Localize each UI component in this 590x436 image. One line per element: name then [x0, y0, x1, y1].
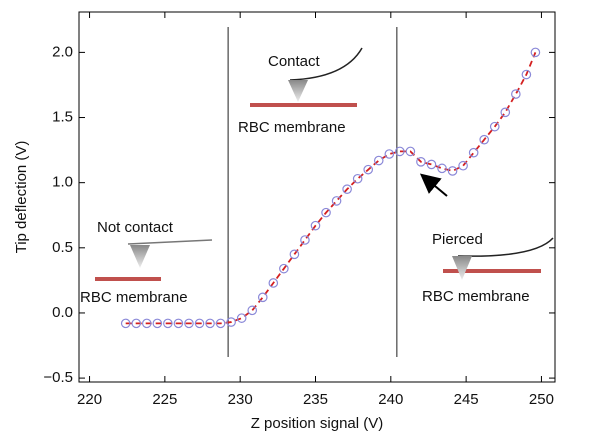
data-point: [247, 305, 258, 316]
data-point: [331, 196, 342, 206]
data-point: [405, 146, 416, 157]
data-point: [479, 134, 490, 145]
data-point: [268, 278, 279, 288]
annotation: Pierced: [432, 231, 483, 248]
data-point: [521, 69, 532, 80]
cartoon-not-contact: [95, 239, 213, 281]
x-tick-label: 235: [303, 391, 328, 408]
y-tick-label: 0.0: [52, 304, 73, 321]
data-point: [511, 89, 521, 99]
cartoon-contact: [250, 47, 363, 107]
x-axis-label: Z position signal (V): [251, 415, 384, 432]
data-point: [173, 318, 184, 329]
data-point: [205, 318, 215, 329]
annotation: Contact: [268, 53, 321, 70]
y-tick-label: 2.0: [52, 43, 73, 60]
annotation: RBC membrane: [422, 288, 530, 305]
data-point: [131, 318, 142, 329]
cartoon-pierced: [443, 237, 554, 280]
data-point: [489, 121, 500, 132]
x-tick-label: 245: [454, 391, 479, 408]
data-point: [120, 318, 131, 329]
data-point: [194, 318, 205, 329]
data-point: [458, 160, 468, 171]
data-point: [373, 155, 384, 166]
y-tick-label: 0.5: [52, 239, 73, 256]
data-point: [163, 318, 173, 329]
arrow: [419, 173, 448, 197]
data-point: [447, 166, 458, 176]
data-point: [352, 173, 363, 184]
data-point: [279, 263, 289, 274]
annotation: Not contact: [97, 219, 174, 236]
data-point: [184, 318, 194, 329]
x-tick-label: 225: [152, 391, 177, 408]
annotation: RBC membrane: [238, 119, 346, 136]
x-tick-label: 230: [228, 391, 253, 408]
data-point: [384, 149, 395, 159]
data-point: [215, 318, 226, 329]
data-point: [236, 313, 247, 323]
y-tick-label: 1.5: [52, 108, 73, 125]
data-point: [226, 317, 236, 327]
data-point: [416, 157, 426, 167]
data-point: [500, 107, 511, 118]
data-point: [152, 318, 163, 329]
plot-frame: [78, 11, 556, 383]
y-tick-label: 1.0: [52, 174, 73, 191]
data-point: [310, 220, 321, 231]
y-axis-label: Tip deflection (V): [13, 141, 30, 254]
data-point: [530, 47, 541, 58]
data-point: [300, 235, 310, 245]
annotation: RBC membrane: [80, 289, 188, 306]
data-point: [437, 163, 447, 174]
x-tick-label: 240: [378, 391, 403, 408]
data-point: [141, 318, 152, 329]
data-point: [468, 147, 479, 158]
data-point: [363, 164, 374, 175]
data-point: [426, 159, 437, 170]
data-point: [289, 249, 300, 260]
x-tick-label: 250: [529, 391, 554, 408]
y-tick-label: −0.5: [43, 369, 73, 386]
fit-line: [125, 52, 537, 325]
data-point: [395, 146, 405, 157]
x-tick-label: 220: [77, 391, 102, 408]
data-point: [321, 207, 331, 218]
data-point: [342, 184, 352, 194]
data-point: [257, 292, 268, 303]
